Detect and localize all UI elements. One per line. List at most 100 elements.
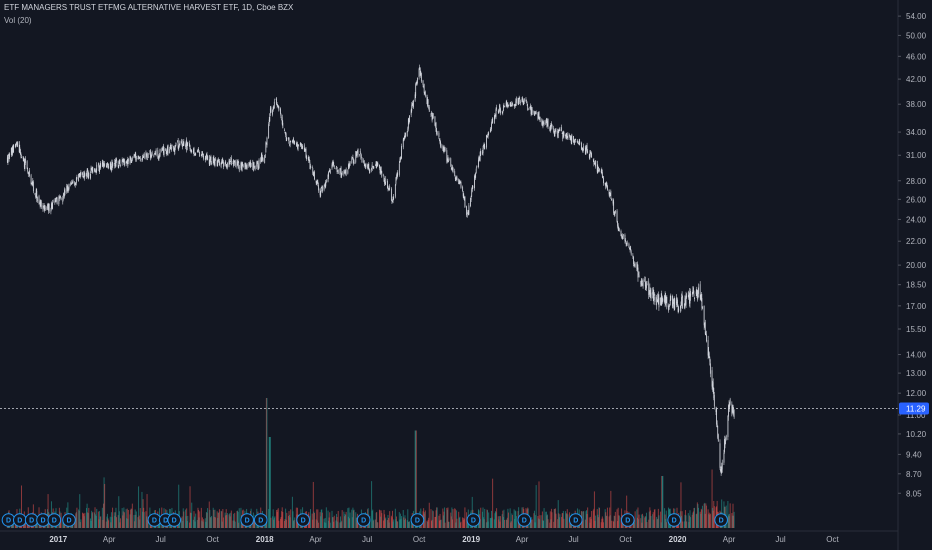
dividend-marker[interactable]: D	[12, 513, 27, 527]
volume-bar	[402, 510, 404, 528]
candle-body	[70, 183, 72, 185]
candle-body	[546, 118, 548, 128]
volume-bar	[493, 519, 495, 528]
dividend-marker[interactable]: D	[296, 513, 310, 527]
candle-body	[621, 235, 622, 237]
volume-bar	[640, 514, 642, 528]
candle-body	[672, 301, 674, 308]
candle-body	[18, 141, 20, 153]
volume-bar	[492, 478, 494, 528]
candle-body	[262, 156, 263, 159]
candle-body	[713, 394, 715, 407]
candle-body	[471, 189, 473, 197]
candle-body	[682, 296, 684, 309]
dividend-marker[interactable]: D	[24, 513, 39, 527]
volume-bar	[310, 509, 312, 528]
dividend-marker[interactable]: D	[714, 513, 728, 527]
candle-body	[289, 144, 290, 146]
dividend-marker[interactable]: D	[356, 513, 371, 527]
dividend-marker[interactable]: D	[167, 513, 181, 527]
dividend-marker[interactable]: D	[47, 513, 62, 527]
volume-bar	[321, 509, 323, 528]
volume-bar	[406, 520, 408, 528]
volume-bar	[312, 481, 314, 528]
volume-bar	[286, 512, 288, 528]
candle-body	[68, 183, 70, 190]
volume-bar	[272, 516, 274, 528]
candle-body	[638, 273, 639, 275]
candle-body	[273, 105, 275, 108]
candle-body	[583, 146, 585, 150]
candle-body	[514, 105, 516, 107]
candle-body	[571, 134, 573, 142]
y-tick-label: 18.50	[906, 281, 927, 290]
volume-bar	[218, 509, 220, 528]
candle-body	[716, 408, 717, 425]
volume-bar	[213, 516, 215, 528]
dividend-marker[interactable]: D	[147, 513, 162, 527]
volume-bar	[352, 507, 354, 528]
candle-body	[699, 284, 701, 298]
candle-body	[551, 123, 552, 126]
candle-body	[230, 159, 232, 162]
dividend-marker[interactable]: D	[62, 513, 76, 527]
candle-body	[656, 297, 658, 306]
candle-body	[145, 153, 147, 158]
volume-bar	[404, 515, 406, 528]
volume-bar	[436, 507, 438, 528]
time-axis[interactable]: 2017 Apr Jul Oct 2018 Apr Jul Oct 2019 Apr Jul Oct 2…	[0, 530, 898, 544]
volume-bar	[86, 508, 88, 528]
candle-body	[657, 295, 659, 304]
dividend-marker[interactable]: D	[568, 513, 583, 527]
y-tick-label: 12.00	[906, 389, 927, 398]
candle-body	[689, 292, 690, 304]
candle-body	[575, 140, 577, 143]
candle-body	[664, 295, 665, 303]
dividend-marker[interactable]: D	[410, 513, 425, 527]
volume-bar	[518, 521, 520, 528]
candle-body	[601, 169, 603, 173]
dividend-marker[interactable]: D	[667, 513, 681, 527]
candle-body	[368, 170, 370, 172]
candle-body	[360, 152, 362, 158]
dividend-marker[interactable]: D	[466, 513, 481, 527]
candle-body	[238, 161, 240, 169]
volume-bar	[537, 515, 539, 528]
candle-body	[126, 161, 128, 165]
candle-body	[103, 163, 104, 167]
volume-bar	[82, 512, 84, 528]
candle-body	[16, 142, 17, 144]
dividend-marker-label: D	[672, 518, 677, 525]
volume-bar	[83, 516, 85, 528]
candle-body	[692, 287, 694, 294]
volume-bar	[178, 484, 180, 528]
candle-body	[683, 304, 685, 305]
price-axis[interactable]: 54.0050.0046.0042.0038.0034.0031.0028.00…	[897, 0, 927, 550]
volume-bar	[228, 514, 230, 528]
volume-bar	[561, 513, 563, 528]
candle-body	[570, 136, 572, 143]
volume-bar	[546, 514, 548, 528]
volume-bar	[697, 507, 699, 528]
dividend-marker[interactable]: D	[1, 513, 16, 527]
dividend-marker[interactable]: D	[253, 513, 268, 527]
candle-body	[431, 115, 433, 121]
volume-bar	[138, 515, 140, 528]
candle-body	[90, 173, 91, 179]
dividend-marker-label: D	[573, 518, 578, 525]
volume-bar	[597, 517, 599, 528]
dividend-marker[interactable]: D	[517, 513, 532, 527]
candle-body	[62, 198, 64, 203]
dividend-marker[interactable]: D	[620, 513, 635, 527]
dividend-marker[interactable]: D	[36, 513, 50, 527]
candle-body	[103, 163, 105, 167]
dividend-marker-circle	[410, 513, 425, 527]
candle-body	[474, 176, 475, 189]
candle-body	[292, 140, 294, 142]
volume-bar	[373, 519, 375, 528]
dividend-marker[interactable]: D	[240, 513, 254, 527]
candle-body	[337, 170, 339, 172]
candle-body	[472, 186, 474, 188]
